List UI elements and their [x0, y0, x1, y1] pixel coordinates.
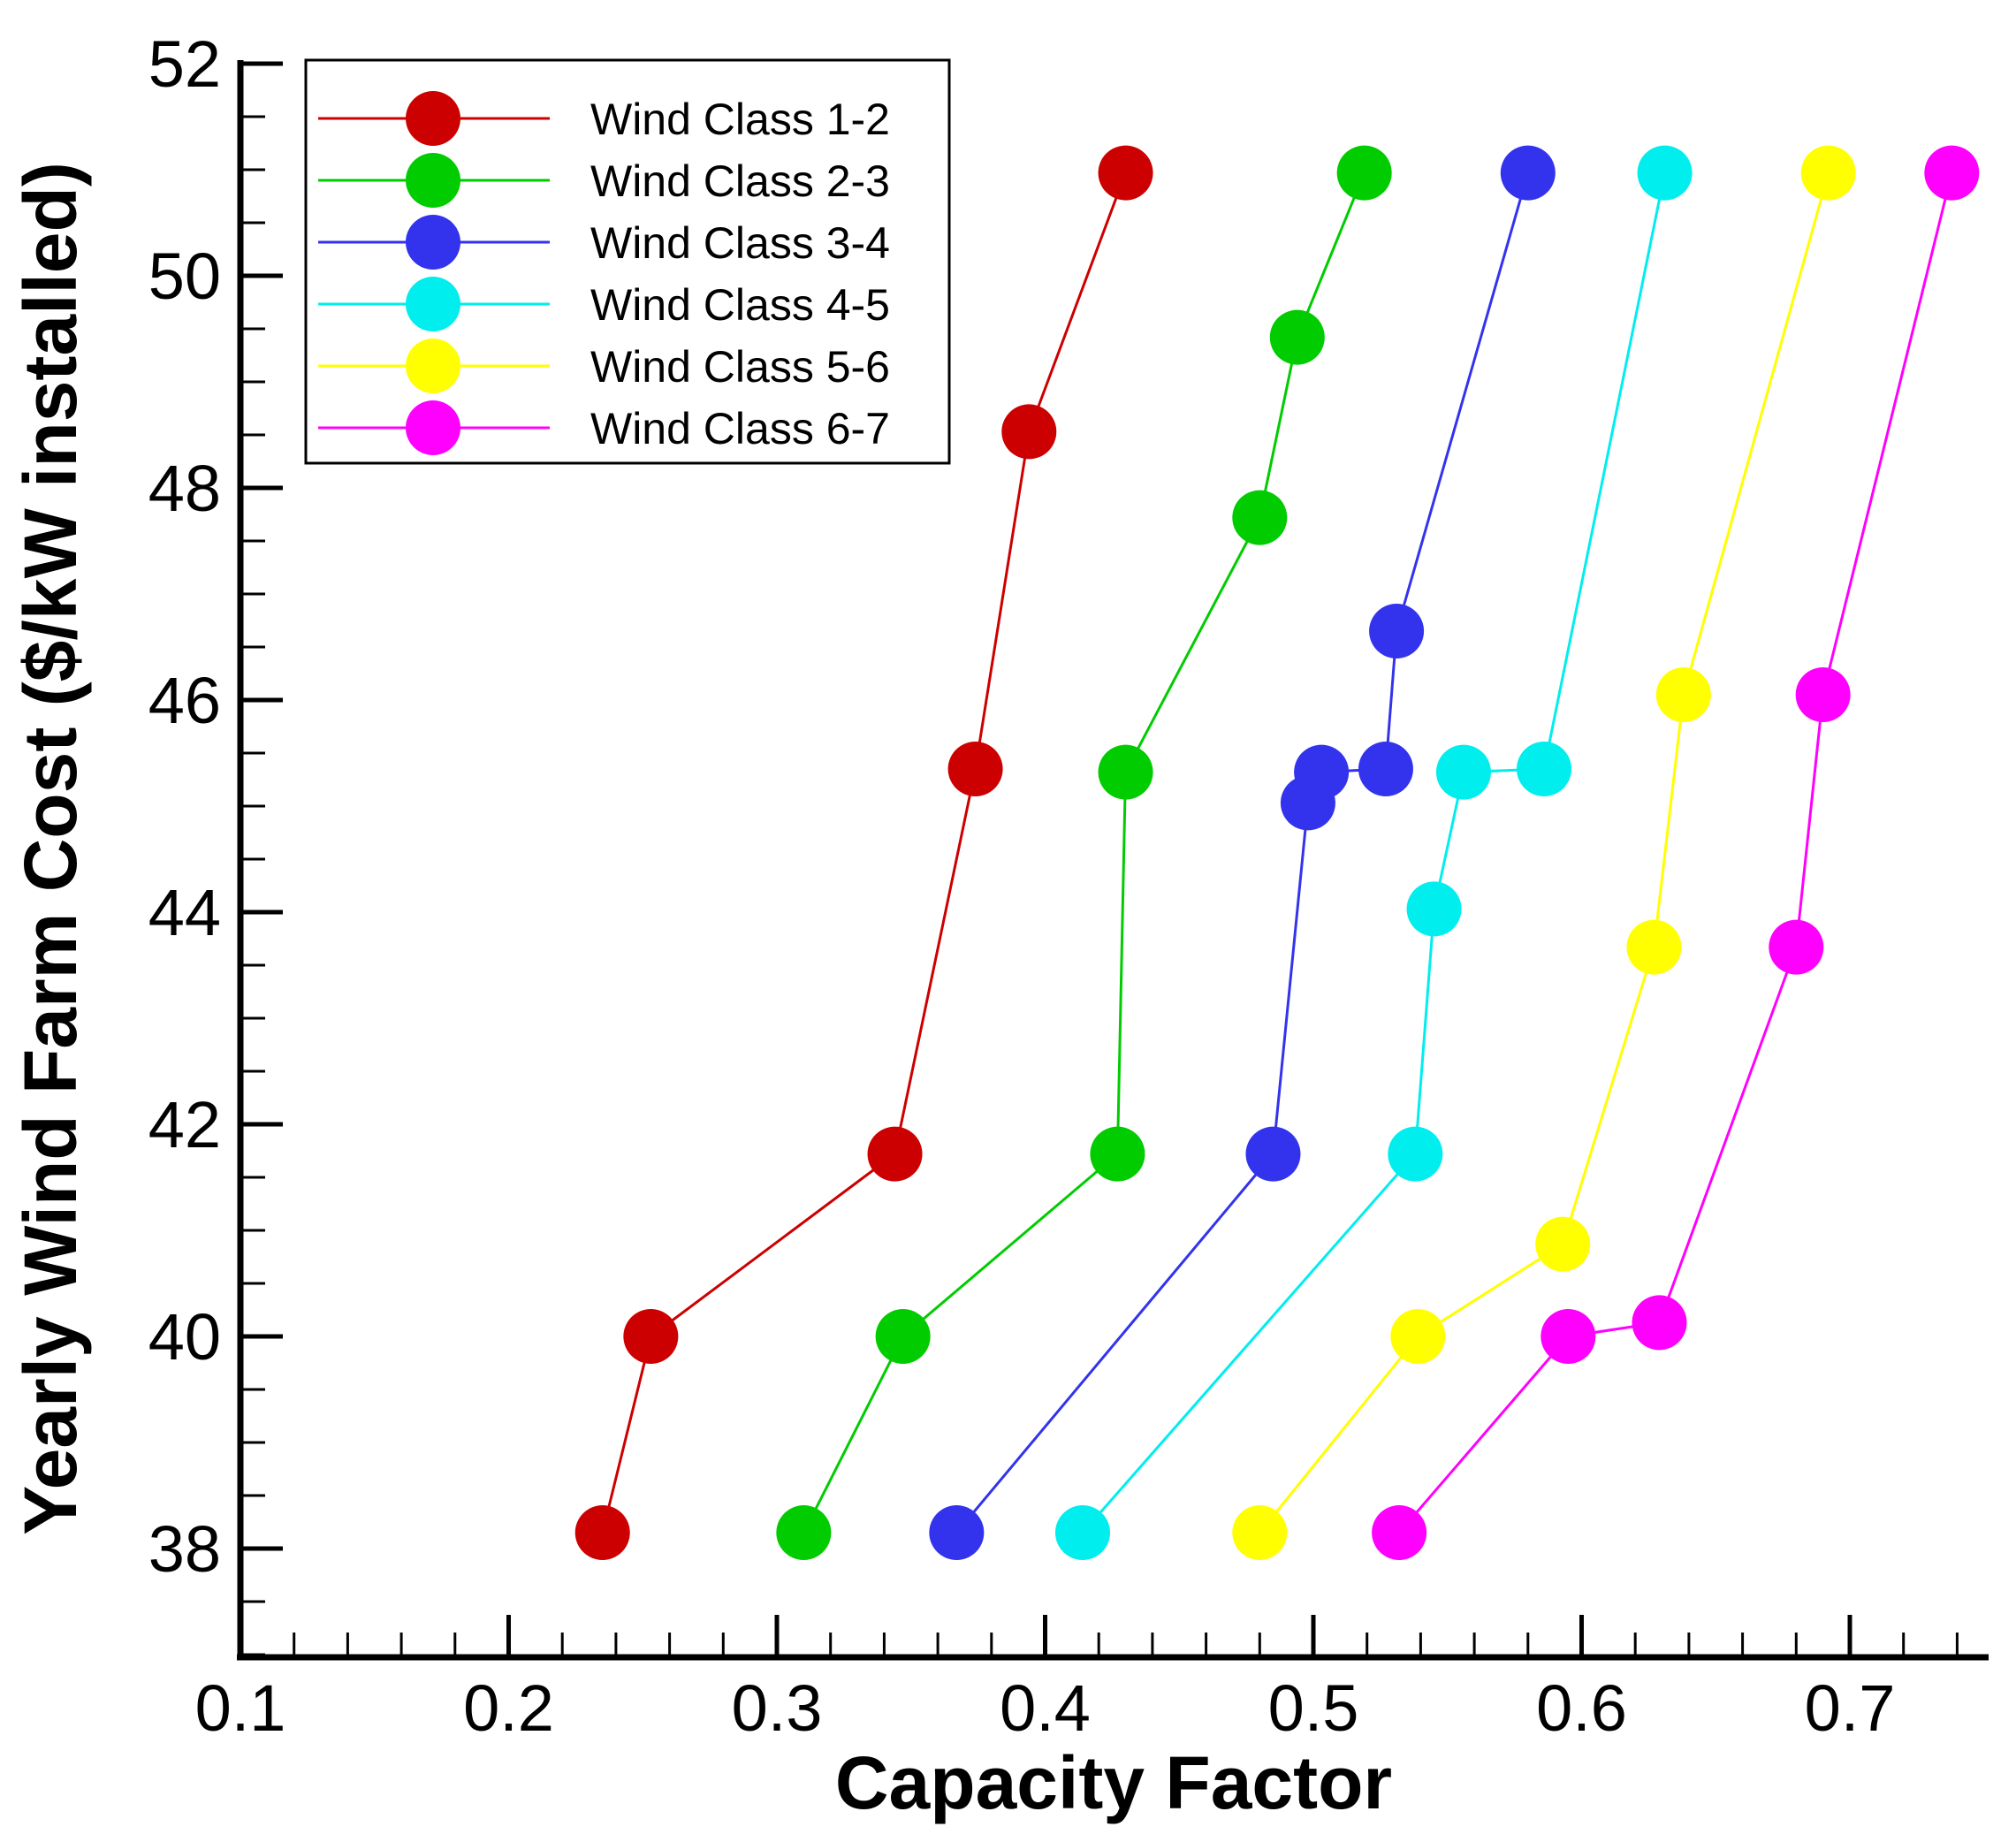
series-group: [574, 145, 1153, 1560]
series-group: [1054, 145, 1693, 1560]
data-point: [1406, 881, 1462, 937]
legend-marker: [406, 339, 460, 393]
legend-marker: [406, 400, 460, 455]
legend-entry: Wind Class 6-7: [318, 400, 890, 455]
series-group: [1372, 145, 1980, 1560]
data-point: [875, 1309, 931, 1364]
data-point: [947, 742, 1003, 796]
data-point: [1388, 1126, 1443, 1182]
y-tick-label: 50: [148, 240, 221, 313]
data-point: [574, 1505, 630, 1560]
x-tick-label: 0.2: [463, 1671, 554, 1745]
series-line: [601, 172, 1127, 1534]
y-tick-label: 42: [148, 1088, 221, 1161]
data-point: [1232, 1505, 1288, 1560]
y-ticks: 38 40 42 44 46 48 50 52: [148, 27, 283, 1656]
data-point: [1626, 919, 1682, 975]
data-point: [867, 1126, 923, 1182]
x-tick-label: 0.3: [732, 1671, 823, 1745]
series-line: [1081, 172, 1667, 1534]
legend-label: Wind Class 6-7: [590, 404, 890, 453]
legend-entry: Wind Class 2-3: [318, 153, 890, 208]
legend-marker: [406, 215, 460, 270]
y-tick-label: 48: [148, 452, 221, 525]
legend-marker: [406, 153, 460, 208]
data-point: [1098, 145, 1153, 201]
x-ticks: 0.1 0.2 0.3 0.4 0.5 0.6 0.7: [195, 1615, 1959, 1745]
data-point: [1245, 1126, 1301, 1182]
legend-label: Wind Class 4-5: [590, 280, 890, 330]
y-tick-label: 38: [148, 1512, 221, 1586]
y-axis-title: Yearly Wind Farm Cost ($/kW installed): [9, 162, 92, 1535]
series-line: [1397, 172, 1953, 1534]
data-point: [776, 1505, 832, 1560]
x-tick-label: 0.4: [1000, 1671, 1091, 1745]
data-point: [1769, 919, 1824, 975]
legend-entry: Wind Class 1-2: [318, 91, 890, 146]
legend-label: Wind Class 3-4: [590, 218, 890, 268]
data-point: [1336, 145, 1392, 201]
data-point: [1294, 744, 1350, 800]
data-point: [1924, 145, 1980, 201]
data-point: [1390, 1309, 1446, 1364]
data-point: [1655, 667, 1711, 722]
legend-entry: Wind Class 3-4: [318, 215, 890, 270]
data-point: [1269, 309, 1325, 365]
x-tick-label: 0.7: [1805, 1671, 1896, 1745]
series-group: [776, 145, 1392, 1560]
y-tick-label: 52: [148, 27, 221, 101]
x-axis-title: Capacity Factor: [835, 1741, 1392, 1824]
data-point: [623, 1309, 679, 1364]
data-point: [1535, 1216, 1591, 1272]
x-tick-label: 0.1: [195, 1671, 286, 1745]
legend-entry: Wind Class 4-5: [318, 277, 890, 331]
data-point: [929, 1505, 985, 1560]
data-point: [1435, 744, 1491, 800]
legend-label: Wind Class 2-3: [590, 156, 890, 206]
y-tick-label: 40: [148, 1300, 221, 1374]
data-point: [1001, 404, 1057, 460]
series-group: [1232, 145, 1856, 1560]
data-point: [1632, 1295, 1687, 1351]
data-point: [1090, 1126, 1145, 1182]
axes-layer: 38 40 42 44 46 48 50 52 0.1 0.2 0.3 0.4 0.5 0.6 0.7: [148, 27, 1989, 1745]
data-point: [1232, 490, 1288, 545]
data-point: [1358, 742, 1413, 796]
legend-entry: Wind Class 5-6: [318, 339, 890, 393]
data-point: [1372, 1505, 1427, 1560]
y-tick-label: 46: [148, 664, 221, 737]
data-point: [1098, 744, 1153, 800]
legend-marker: [406, 91, 460, 146]
x-tick-label: 0.5: [1268, 1671, 1359, 1745]
data-point: [1800, 145, 1856, 201]
legend-marker: [406, 277, 460, 331]
data-point: [1369, 604, 1425, 658]
legend-label: Wind Class 1-2: [590, 95, 890, 144]
legend-label: Wind Class 5-6: [590, 342, 890, 392]
data-point: [1541, 1309, 1596, 1364]
data-point: [1517, 742, 1572, 796]
series-layer: [574, 145, 1980, 1560]
data-point: [1054, 1505, 1110, 1560]
data-point: [1500, 145, 1556, 201]
series-group: [929, 145, 1556, 1560]
legend-items: Wind Class 1-2 Wind Class 2-3 Wind Class 3…: [318, 91, 890, 455]
x-tick-label: 0.6: [1536, 1671, 1627, 1745]
series-line: [1259, 172, 1830, 1534]
y-tick-label: 44: [148, 876, 221, 949]
data-point: [1795, 667, 1851, 722]
legend: Wind Class 1-2 Wind Class 2-3 Wind Class 3…: [304, 58, 951, 465]
data-point: [1637, 145, 1693, 201]
